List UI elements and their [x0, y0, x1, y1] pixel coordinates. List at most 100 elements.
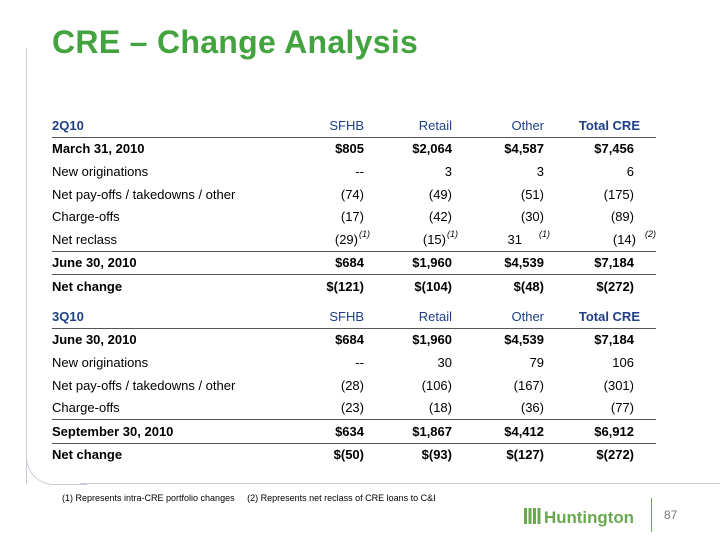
cell-value: $(93) [421, 447, 452, 463]
cell-value: $1,960 [412, 332, 452, 348]
cell-value: (14) [612, 231, 636, 247]
cell-value: $(272) [596, 447, 634, 463]
cell-value: 30 [437, 354, 452, 370]
cell-value: 3 [536, 163, 544, 179]
slide-frame-bottom [80, 483, 720, 484]
page-number: 87 [664, 508, 678, 522]
footnote-marker: (1) [359, 228, 370, 239]
cell-value: $4,587 [504, 141, 544, 157]
footnote-1: (1) Represents intra-CRE portfolio chang… [62, 493, 235, 503]
cell-value: $805 [335, 141, 364, 157]
cell-value: (17) [340, 209, 364, 225]
row-label: Net reclass [52, 231, 118, 247]
row-label: New originations [52, 163, 149, 179]
column-header-retail: Retail [418, 117, 452, 133]
cell-value: $4,412 [504, 423, 544, 439]
table-row: June 30, 2010 $684 $1,960 $4,539 $7,184 [52, 328, 656, 351]
row-label: Net pay-offs / takedowns / other [52, 377, 236, 393]
cell-value: (301) [603, 377, 634, 393]
cell-value: $7,184 [594, 255, 634, 271]
table-row: New originations -- 3 3 6 [52, 160, 656, 183]
table-row: Charge-offs (23) (18) (36) (77) [52, 396, 656, 419]
slide-frame-left [26, 48, 27, 484]
row-label: September 30, 2010 [52, 418, 302, 444]
cell-value: (18) [428, 400, 452, 416]
table-3q10: 3Q10 SFHB Retail Other Total CRE June 30… [52, 305, 656, 467]
footer-divider [651, 498, 652, 532]
cell-value: $4,539 [504, 332, 544, 348]
cell-value: (42) [428, 209, 452, 225]
table-row: New originations -- 30 79 106 [52, 351, 656, 374]
page-title: CRE – Change Analysis [52, 24, 419, 60]
table-row: Charge-offs (17) (42) (30) (89) [52, 205, 656, 228]
row-label: Net change [52, 442, 302, 467]
cell-value: 3 [444, 163, 452, 179]
cell-value: $634 [335, 423, 364, 439]
cell-value: 79 [529, 354, 544, 370]
column-header-total-cre: Total CRE [578, 308, 640, 324]
footnote-marker: (1) [539, 228, 550, 239]
quarter-label: 2Q10 [52, 114, 302, 138]
quarter-label: 3Q10 [52, 305, 302, 329]
cell-value: (51) [520, 186, 544, 202]
table-header-row: 3Q10 SFHB Retail Other Total CRE [52, 305, 656, 329]
footnote-marker: (2) [645, 228, 656, 239]
column-header-sfhb: SFHB [329, 308, 364, 324]
table-header-row: 2Q10 SFHB Retail Other Total CRE [52, 114, 656, 138]
cell-value: $1,867 [412, 423, 452, 439]
cell-value: $(50) [333, 447, 364, 463]
row-label: June 30, 2010 [52, 250, 302, 275]
cell-value: $2,064 [412, 141, 452, 157]
row-label: Charge-offs [52, 400, 120, 416]
cell-value: $6,912 [594, 423, 634, 439]
row-label: Charge-offs [52, 209, 120, 225]
cell-value: -- [355, 163, 364, 179]
column-header-retail: Retail [418, 308, 452, 324]
table-row: Net pay-offs / takedowns / other (28) (1… [52, 374, 656, 397]
footnotes: (1) Represents intra-CRE portfolio chang… [62, 493, 446, 503]
column-header-other: Other [511, 308, 544, 324]
cell-value: $684 [335, 255, 364, 271]
cell-value: (15) [422, 231, 446, 247]
cell-value: $(121) [326, 278, 364, 294]
row-label: New originations [52, 354, 149, 370]
table-row: March 31, 2010 $805 $2,064 $4,587 $7,456 [52, 137, 656, 160]
row-label: March 31, 2010 [52, 141, 145, 157]
column-header-other: Other [511, 117, 544, 133]
cell-value: (49) [428, 186, 452, 202]
footnote-marker: (1) [447, 228, 458, 239]
cell-value: $684 [335, 332, 364, 348]
row-label: Net change [52, 274, 302, 298]
cell-value: -- [355, 354, 364, 370]
cell-value: (89) [610, 209, 634, 225]
table-row: Net change $(50) $(93) $(127) $(272) [52, 442, 656, 467]
cell-value: 106 [612, 354, 634, 370]
cell-value: (167) [513, 377, 544, 393]
footnote-2: (2) Represents net reclass of CRE loans … [247, 493, 436, 503]
cell-value: $(127) [506, 447, 544, 463]
cell-value: (30) [520, 209, 544, 225]
table-row: Net reclass (29)(1) (15)(1) 31 (1) (14) (2… [52, 228, 656, 251]
table-row: Net change $(121) $(104) $(48) $(272) [52, 274, 656, 298]
cell-value: (74) [340, 186, 364, 202]
column-header-total-cre: Total CRE [578, 117, 640, 133]
cell-value: $(48) [513, 278, 544, 294]
cell-value: (23) [340, 400, 364, 416]
cell-value: $(272) [596, 278, 634, 294]
cell-value: $1,960 [412, 255, 452, 271]
cell-value: $4,539 [504, 255, 544, 271]
cell-value: 6 [626, 163, 634, 179]
cell-value: (29) [334, 231, 358, 247]
cell-value: (36) [520, 400, 544, 416]
logo-mark-icon: Huntington [524, 508, 634, 527]
cell-value: (28) [340, 377, 364, 393]
cell-value: (77) [610, 400, 634, 416]
column-header-sfhb: SFHB [329, 117, 364, 133]
huntington-logo: Huntington [524, 504, 636, 528]
cell-value: $7,456 [594, 141, 634, 157]
cell-value: (106) [421, 377, 452, 393]
cell-value: $7,184 [594, 332, 634, 348]
table-row: June 30, 2010 $684 $1,960 $4,539 $7,184 [52, 250, 656, 275]
table-row: Net pay-offs / takedowns / other (74) (4… [52, 183, 656, 206]
row-label: Net pay-offs / takedowns / other [52, 186, 236, 202]
